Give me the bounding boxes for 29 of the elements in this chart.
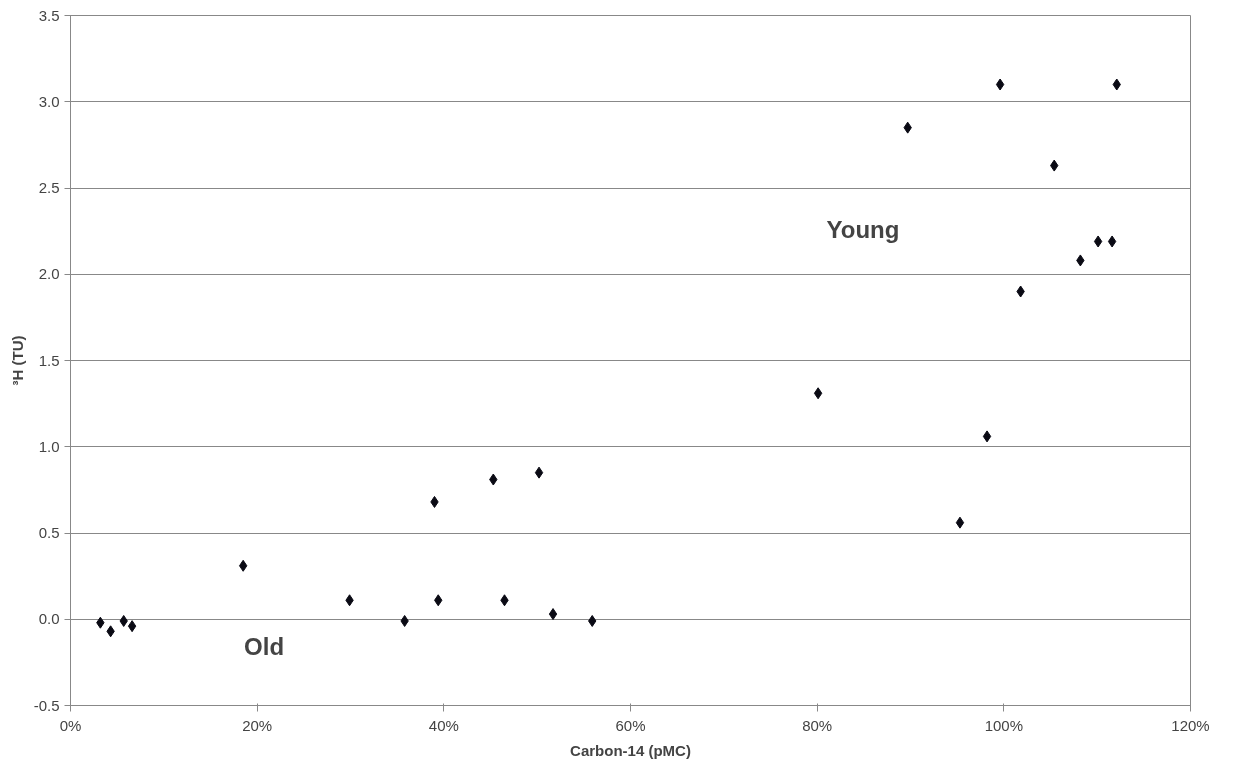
y-tick-label: -0.5	[33, 696, 60, 714]
point	[995, 78, 1005, 91]
y-tick-label: 3.0	[38, 92, 60, 110]
x-tick-label: 40%	[428, 716, 459, 734]
point	[127, 620, 137, 633]
y-tick-label: 0.0	[38, 610, 60, 628]
x-tick-label: 60%	[615, 716, 646, 734]
y-tick-label: 2.5	[38, 179, 60, 196]
point	[1107, 235, 1117, 248]
y-axis-title: ³H (TU)	[8, 335, 26, 386]
annotation: Young	[826, 215, 900, 243]
point	[548, 608, 558, 621]
y-tick-label: 3.5	[38, 6, 60, 24]
x-axis-title: Carbon-14 (pMC)	[570, 741, 691, 759]
y-tick-label: 0.5	[38, 524, 60, 541]
x-tick-label: 0%	[59, 716, 82, 734]
x-tick-label: 100%	[984, 716, 1024, 734]
point	[955, 516, 965, 529]
point	[534, 466, 544, 479]
x-tick-label: 80%	[802, 716, 833, 734]
y-tick-label: 1.0	[38, 437, 60, 455]
x-tick-label: 20%	[242, 716, 273, 734]
point	[1093, 235, 1103, 248]
point	[982, 430, 992, 443]
point	[813, 387, 823, 400]
y-tick-label: 2.0	[38, 265, 60, 283]
x-tick-label: 120%	[1171, 716, 1210, 734]
y-tick-label: 1.5	[38, 351, 60, 369]
annotation: Old	[244, 633, 285, 661]
